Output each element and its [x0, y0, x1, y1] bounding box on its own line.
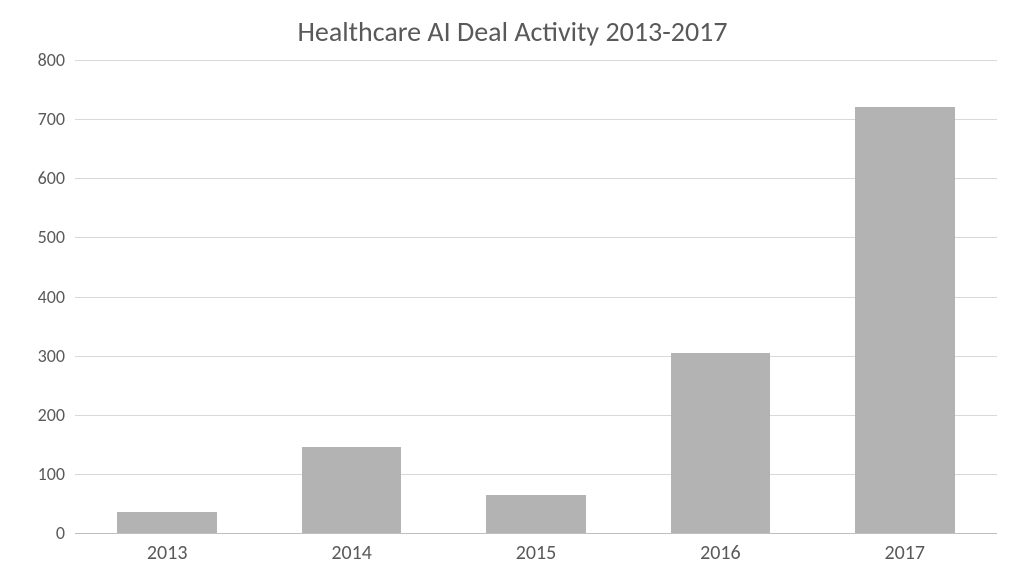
y-tick-label: 700 — [38, 108, 75, 130]
y-tick-label: 100 — [38, 463, 75, 485]
y-tick-label: 800 — [38, 49, 75, 71]
bar — [671, 353, 771, 533]
bar — [486, 495, 586, 533]
y-tick-label: 300 — [38, 345, 75, 367]
bar — [302, 447, 402, 533]
bar — [855, 107, 955, 533]
y-tick-label: 600 — [38, 167, 75, 189]
y-tick-label: 500 — [38, 226, 75, 248]
x-tick-label: 2015 — [516, 533, 557, 565]
chart-title: Healthcare AI Deal Activity 2013-2017 — [0, 14, 1025, 49]
x-tick-label: 2014 — [331, 533, 372, 565]
plot-area: 0100200300400500600700800201320142015201… — [75, 60, 997, 533]
y-tick-label: 400 — [38, 286, 75, 308]
y-tick-label: 0 — [56, 522, 75, 544]
y-tick-label: 200 — [38, 404, 75, 426]
bar — [117, 512, 217, 533]
x-tick-label: 2016 — [700, 533, 741, 565]
x-tick-label: 2017 — [885, 533, 926, 565]
gridline — [75, 60, 997, 61]
chart-container: Healthcare AI Deal Activity 2013-2017 01… — [0, 0, 1025, 577]
x-tick-label: 2013 — [147, 533, 188, 565]
